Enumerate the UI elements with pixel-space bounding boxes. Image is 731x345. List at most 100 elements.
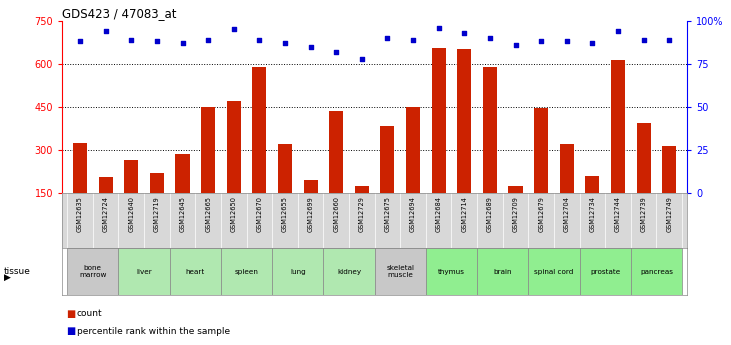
Bar	[529, 248, 580, 295]
Point	[663, 37, 675, 42]
Bar	[509, 186, 523, 236]
Text: kidney: kidney	[337, 269, 361, 275]
Bar	[375, 248, 426, 295]
Bar	[278, 144, 292, 236]
Text: GDS423 / 47083_at: GDS423 / 47083_at	[62, 7, 177, 20]
Text: GSM12655: GSM12655	[282, 196, 288, 232]
Text: GSM12675: GSM12675	[385, 196, 390, 232]
Point	[305, 44, 317, 49]
Text: GSM12635: GSM12635	[77, 196, 83, 232]
Bar	[329, 111, 344, 236]
Bar	[73, 143, 87, 236]
Bar	[150, 173, 164, 236]
Point	[637, 37, 649, 42]
Text: GSM12645: GSM12645	[180, 196, 186, 232]
Text: GSM12665: GSM12665	[205, 196, 211, 232]
Bar	[227, 101, 240, 236]
Bar	[426, 248, 477, 295]
Point	[612, 28, 624, 34]
Point	[586, 40, 598, 46]
Bar	[458, 49, 471, 236]
Point	[202, 37, 214, 42]
Point	[510, 42, 521, 48]
Bar	[662, 146, 676, 236]
Text: percentile rank within the sample: percentile rank within the sample	[77, 327, 230, 336]
Text: GSM12714: GSM12714	[461, 196, 467, 232]
Bar	[118, 248, 170, 295]
Text: GSM12724: GSM12724	[102, 196, 109, 232]
Point	[151, 39, 163, 44]
Point	[330, 49, 342, 55]
Text: GSM12670: GSM12670	[257, 196, 262, 232]
Point	[458, 30, 470, 36]
Bar	[355, 186, 369, 236]
Text: GSM12699: GSM12699	[308, 196, 314, 232]
Bar	[534, 108, 548, 236]
Bar	[175, 155, 189, 236]
Text: thymus: thymus	[438, 269, 465, 275]
Text: GSM12640: GSM12640	[129, 196, 135, 232]
Text: tissue: tissue	[4, 267, 31, 276]
Text: GSM12734: GSM12734	[589, 196, 595, 232]
Bar	[631, 248, 682, 295]
Text: GSM12684: GSM12684	[436, 196, 442, 232]
Point	[75, 39, 86, 44]
Bar	[380, 126, 395, 236]
Bar	[124, 160, 138, 236]
Text: GSM12739: GSM12739	[640, 196, 647, 232]
Point	[535, 39, 547, 44]
Bar	[406, 107, 420, 236]
Bar	[67, 248, 118, 295]
Bar	[252, 67, 266, 236]
Bar	[221, 248, 272, 295]
Text: spleen: spleen	[235, 269, 259, 275]
Text: bone
marrow: bone marrow	[79, 265, 107, 278]
Text: GSM12689: GSM12689	[487, 196, 493, 232]
Bar	[637, 123, 651, 236]
Bar	[323, 248, 375, 295]
Text: skeletal
muscle: skeletal muscle	[386, 265, 414, 278]
Text: GSM12660: GSM12660	[333, 196, 339, 232]
Point	[484, 35, 496, 41]
Bar	[483, 67, 497, 236]
Text: count: count	[77, 309, 102, 318]
Bar	[580, 248, 631, 295]
Bar	[201, 107, 215, 236]
Text: pancreas: pancreas	[640, 269, 673, 275]
Text: GSM12729: GSM12729	[359, 196, 365, 232]
Text: GSM12709: GSM12709	[512, 196, 518, 232]
Text: ■: ■	[66, 326, 75, 336]
Text: spinal cord: spinal cord	[534, 269, 574, 275]
Point	[177, 40, 189, 46]
Text: GSM12679: GSM12679	[538, 196, 544, 232]
Bar	[303, 180, 318, 236]
Bar	[431, 48, 446, 236]
Text: GSM12744: GSM12744	[615, 196, 621, 232]
Text: ▶: ▶	[4, 273, 10, 282]
Bar	[560, 144, 574, 236]
Text: GSM12694: GSM12694	[410, 196, 416, 232]
Text: prostate: prostate	[590, 269, 621, 275]
Point	[433, 25, 444, 30]
Text: brain: brain	[493, 269, 512, 275]
Bar	[170, 248, 221, 295]
Text: heart: heart	[186, 269, 205, 275]
Bar	[477, 248, 529, 295]
Bar	[586, 176, 599, 236]
Point	[228, 27, 240, 32]
Point	[382, 35, 393, 41]
Text: lung: lung	[290, 269, 306, 275]
Text: GSM12749: GSM12749	[666, 196, 673, 232]
Point	[356, 56, 368, 61]
Point	[561, 39, 572, 44]
Bar	[99, 177, 113, 236]
Bar	[611, 60, 625, 236]
Text: ■: ■	[66, 309, 75, 319]
Text: GSM12650: GSM12650	[231, 196, 237, 232]
Point	[100, 28, 112, 34]
Text: GSM12719: GSM12719	[154, 196, 160, 232]
Point	[407, 37, 419, 42]
Text: liver: liver	[136, 269, 152, 275]
Text: GSM12704: GSM12704	[564, 196, 569, 232]
Bar	[272, 248, 323, 295]
